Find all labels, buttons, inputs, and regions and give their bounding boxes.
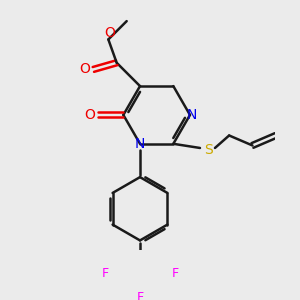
Text: F: F xyxy=(171,267,178,280)
Text: O: O xyxy=(80,62,91,76)
Text: N: N xyxy=(135,137,145,151)
Text: O: O xyxy=(85,108,95,122)
Text: F: F xyxy=(136,291,144,300)
Text: N: N xyxy=(187,108,197,122)
Text: O: O xyxy=(105,26,116,40)
Text: S: S xyxy=(204,142,213,157)
Text: F: F xyxy=(101,267,109,280)
